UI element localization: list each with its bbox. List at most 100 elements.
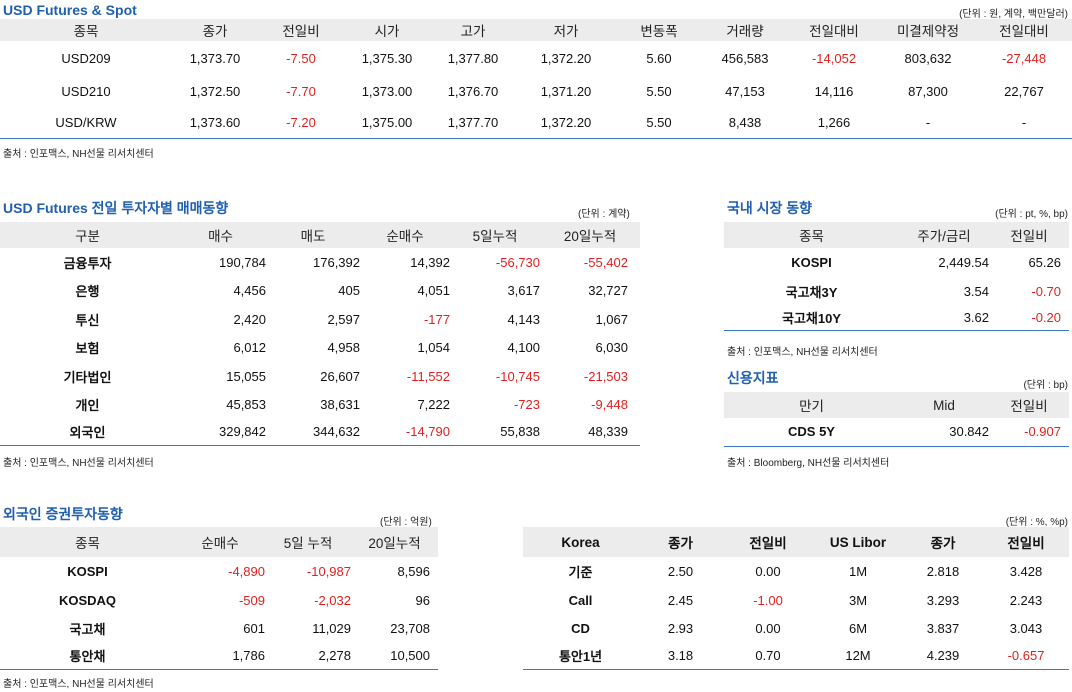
investor-unit: (단위 : 계약) [578,209,630,220]
col-header: 종목 [0,527,175,557]
cell: -55,402 [583,254,628,270]
cell: 14,392 [410,254,450,270]
cell: 국고채10Y [724,305,899,331]
col-header: 변동폭 [616,19,702,41]
investor-header-row: 구분 매수 매도 순매수 5일누적 20일누적 [0,222,640,248]
table-row: Call 2.45 -1.00 3M 3.293 2.243 [523,586,1069,614]
cell: 3.043 [1009,620,1043,636]
futures-unit: (단위 : 원, 계약, 백만달러) [959,9,1068,20]
cell: 8,596 [397,564,430,579]
col-header: Korea [523,527,638,557]
cell: 1,371.20 [540,84,592,99]
cell: 0.00 [755,564,781,579]
col-header: 저가 [516,19,616,41]
cell: 2,449.54 [938,255,989,270]
table-row: 국고채3Y 3.54 -0.70 [724,277,1069,305]
cell: 국고채 [69,621,106,637]
cell: 2,597 [327,311,360,327]
cell: 1,373.60 [172,108,258,139]
cell: 통안채 [0,642,175,670]
cell: 38,631 [320,397,360,413]
cell: 96 [415,592,430,608]
col-header: 종목 [724,222,899,248]
cell: -7.20 [258,108,344,139]
col-header: 매수 [175,222,266,248]
cell: USD210 [61,84,111,99]
col-header: Mid [899,392,989,418]
cell: 4,051 [417,283,450,299]
cell: -509 [238,592,265,608]
cell: 3,617 [507,283,540,299]
cell: USD/KRW [0,108,172,139]
cell: 344,632 [266,419,360,446]
cell: 1,375.00 [344,108,430,139]
cell: -0.907 [989,418,1069,447]
cell: -723 [513,397,540,413]
cell: -14,790 [360,419,450,446]
cell: KOSPI [67,564,108,579]
cell: 3.62 [899,305,989,331]
rates-header-row: Korea 종가 전일비 US Libor 종가 전일비 [523,527,1069,557]
cell: -11,552 [406,368,450,384]
cell: 1,067 [595,311,628,327]
cell: 3.428 [1009,564,1043,579]
table-row: 외국인 329,842 344,632 -14,790 55,838 48,33… [0,419,640,446]
cell: 개인 [75,398,100,414]
cell: 11,029 [312,620,351,636]
table-row: USD209 1,373.70 -7.50 1,375.30 1,377.80 … [0,41,1072,75]
col-header: 구분 [0,222,175,248]
cell: -10,745 [495,368,540,384]
cell: 3.293 [926,592,960,608]
cell: -0.70 [1031,283,1061,299]
cell: - [976,108,1072,139]
cell: 외국인 [0,419,175,446]
cell: 8,438 [702,108,788,139]
col-header: 주가/금리 [899,222,989,248]
cell: Call [568,592,593,608]
cell: - [880,108,976,139]
cell: 4,143 [507,311,540,327]
cell: -1.00 [753,592,783,608]
col-header: 전일비 [989,222,1069,248]
cell: 1,372.50 [189,84,241,99]
cell: 15,055 [226,368,266,384]
cell: 4,456 [233,283,266,299]
domestic-unit: (단위 : pt, %, bp) [995,209,1068,220]
cell: 통안1년 [523,642,638,670]
col-header: 5일누적 [450,222,540,248]
col-header: 거래량 [702,19,788,41]
cell: 3.18 [638,642,723,670]
table-row: 투신 2,420 2,597 -177 4,143 1,067 [0,305,640,334]
cell: -7.50 [286,50,316,66]
investor-title: USD Futures 전일 투자자별 매매동향 [3,200,229,216]
cell: 2.93 [667,620,694,636]
foreign-source: 출처 : 인포맥스, NH선물 리서치센터 [3,679,154,690]
cell: 48,339 [540,419,640,446]
cell: -7.70 [286,84,316,99]
table-row: CD 2.93 0.00 6M 3.837 3.043 [523,614,1069,642]
table-row: 통안채 1,786 2,278 10,500 [0,642,438,670]
cell: KOSPI [791,255,832,270]
cell: -0.657 [983,642,1069,670]
cell: 26,607 [320,368,360,384]
table-row: 보험 6,012 4,958 1,054 4,100 6,030 [0,334,640,363]
cell: 투신 [75,312,100,328]
cell: -21,503 [583,368,628,384]
table-row: 국고채 601 11,029 23,708 [0,614,438,642]
credit-table: 만기 Mid 전일비 CDS 5Y 30.842 -0.907 [724,392,1069,447]
cell: 4,100 [507,340,540,356]
cell: 456,583 [721,50,769,66]
cell: 23,708 [390,620,430,636]
col-header: 순매수 [360,222,450,248]
table-row: 국고채10Y 3.62 -0.20 [724,305,1069,331]
col-header: 고가 [430,19,516,41]
table-row: KOSDAQ -509 -2,032 96 [0,586,438,614]
table-row: 기준 2.50 0.00 1M 2.818 3.428 [523,557,1069,586]
cell: 1,377.80 [447,50,499,66]
cell: -0.20 [989,305,1069,331]
cell: 405 [338,283,360,299]
table-row: CDS 5Y 30.842 -0.907 [724,418,1069,447]
cell: 기타법인 [63,369,112,385]
col-header: 20일누적 [540,222,640,248]
cell: 32,727 [588,283,628,299]
